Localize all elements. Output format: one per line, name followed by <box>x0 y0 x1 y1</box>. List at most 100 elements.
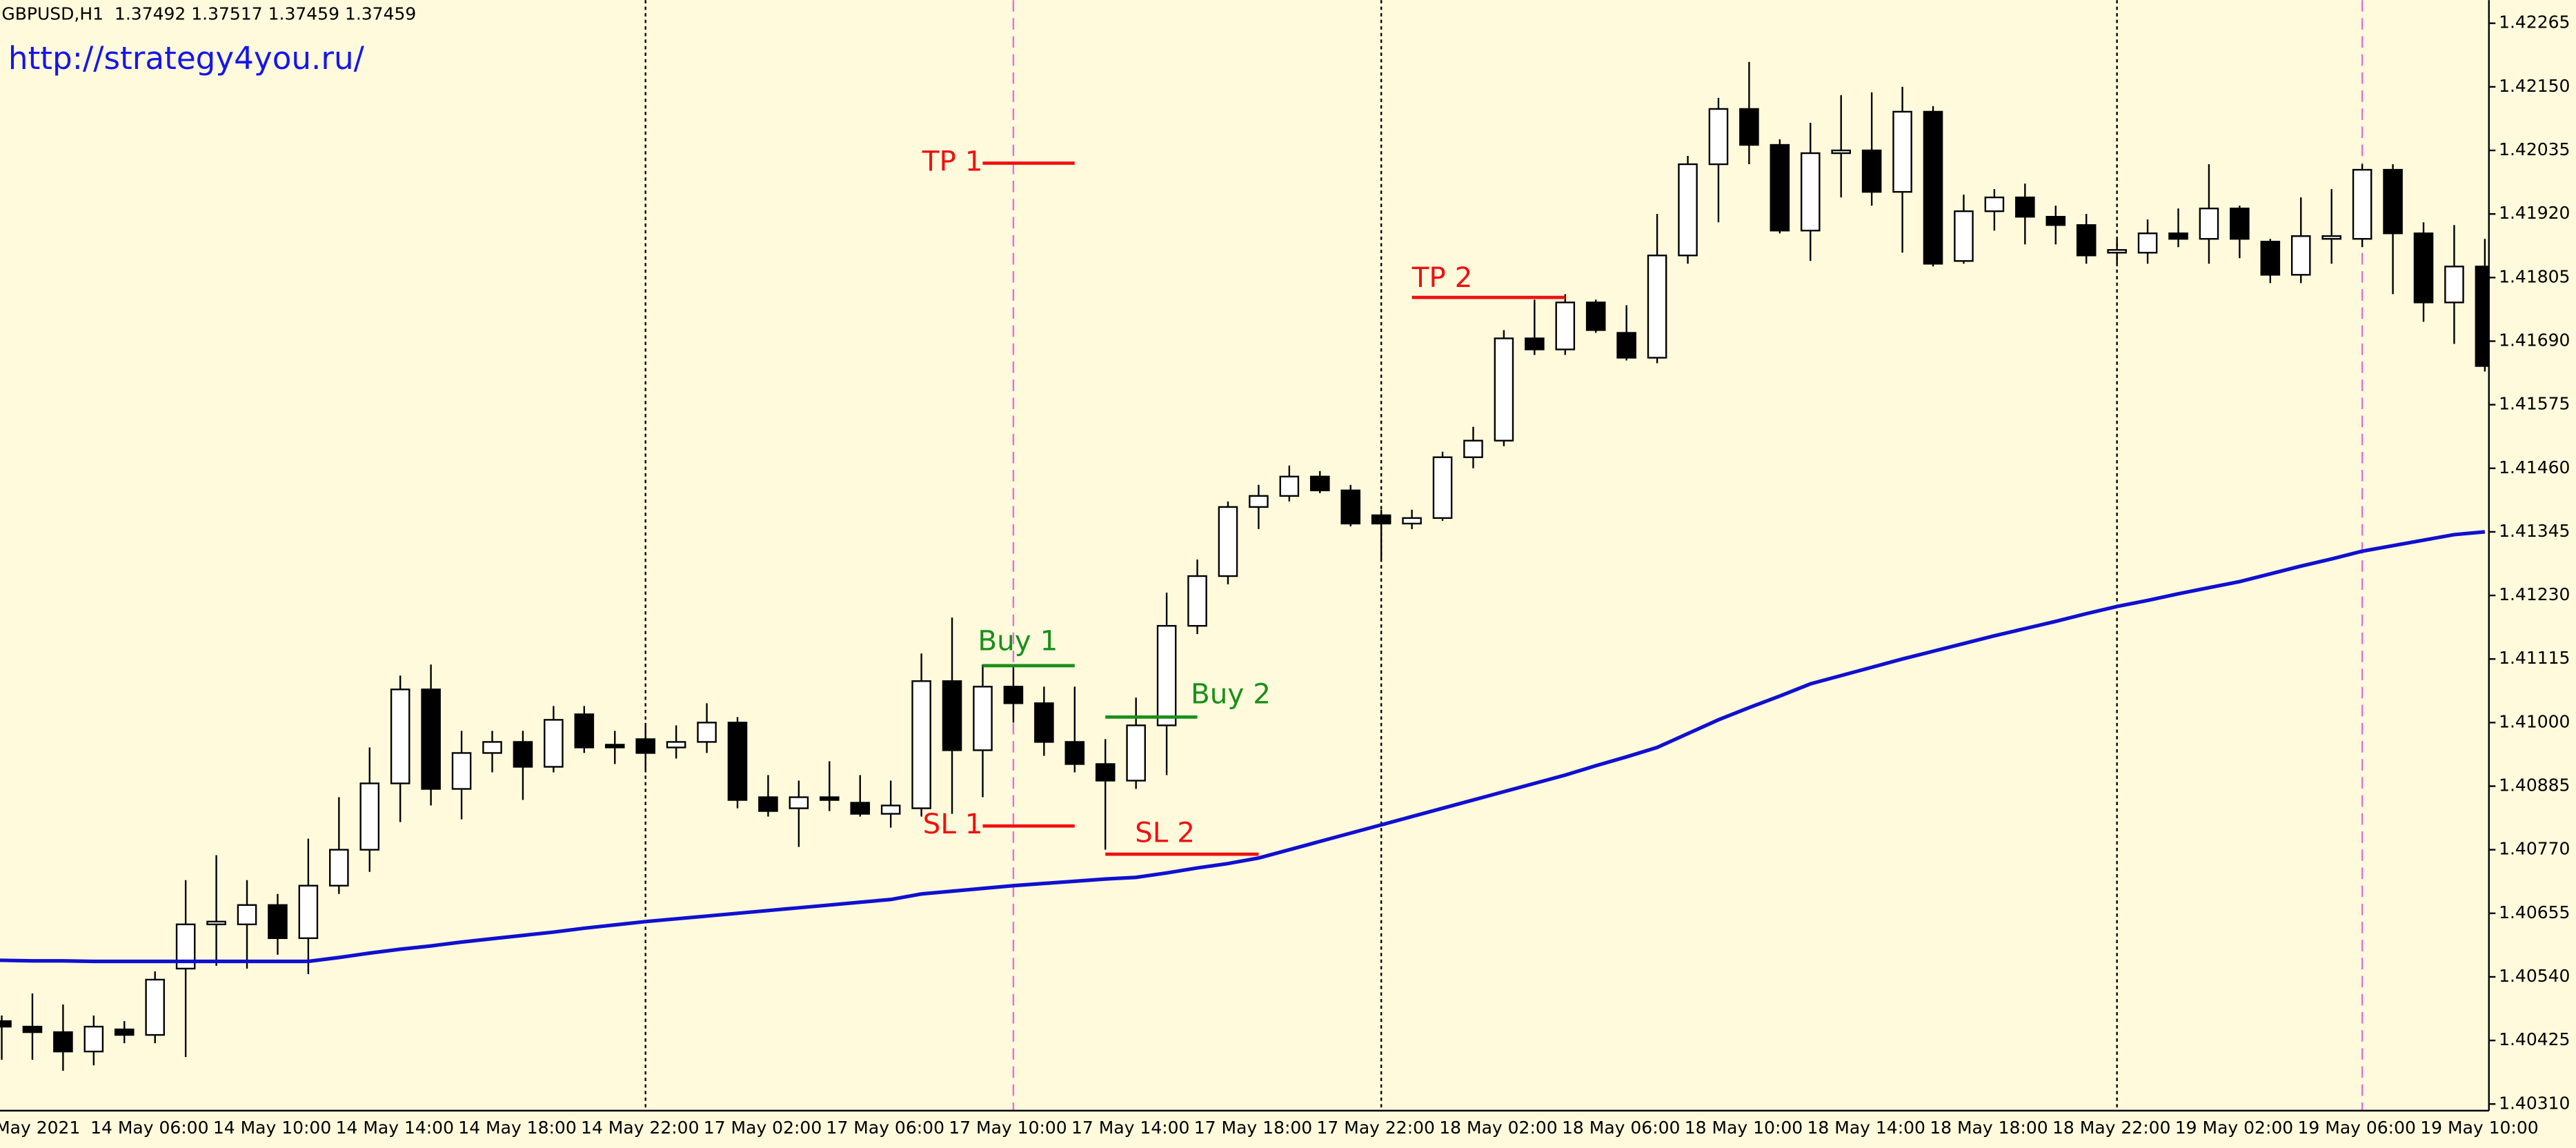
y-tick-label: 1.40770 <box>2499 839 2570 859</box>
candle-body <box>1095 763 1116 782</box>
candle-body <box>666 741 686 749</box>
candle-body <box>1310 475 1330 492</box>
y-tick-label: 1.42150 <box>2499 76 2570 96</box>
x-tick-label: 14 May 10:00 <box>213 1118 331 1138</box>
candle-body <box>1064 741 1085 765</box>
chart-header: GBPUSD,H1 1.37492 1.37517 1.37459 1.3745… <box>1 3 416 23</box>
candle-body <box>2290 235 2311 276</box>
y-tick-label: 1.40425 <box>2499 1029 2570 1049</box>
candle-body <box>880 804 901 815</box>
candle-body <box>635 738 655 754</box>
candle-body <box>114 1028 135 1036</box>
x-tick-label: 19 May 02:00 <box>2175 1118 2293 1138</box>
candle-body <box>1218 506 1238 577</box>
candle-body <box>1126 724 1146 782</box>
candle-body <box>1003 686 1024 704</box>
level-label: TP 2 <box>1411 261 1473 294</box>
x-tick-label: 18 May 22:00 <box>2052 1118 2170 1138</box>
candle-body <box>1923 110 1943 265</box>
candle-body <box>697 722 717 743</box>
level-label: SL 1 <box>923 807 983 840</box>
candle-body <box>1279 475 1300 497</box>
candle-body <box>390 689 410 784</box>
candle-body <box>298 884 319 940</box>
candle-body <box>850 802 871 815</box>
site-link[interactable]: http://strategy4you.ru/ <box>8 40 365 77</box>
x-tick-label: 14 May 14:00 <box>336 1118 454 1138</box>
candle-body <box>820 796 840 801</box>
candle-body <box>2199 207 2219 240</box>
candle-body <box>1463 439 1483 458</box>
level-label: Buy 2 <box>1191 677 1271 710</box>
y-tick-label: 1.41920 <box>2499 203 2570 223</box>
plot-area <box>0 0 2489 1111</box>
candle-body <box>973 686 993 751</box>
candle-body <box>329 849 349 887</box>
candle-body <box>1708 108 1729 166</box>
candle-body <box>1034 702 1054 743</box>
x-tick-label: 14 May 06:00 <box>90 1118 208 1138</box>
x-tick-label: 14 May 18:00 <box>458 1118 576 1138</box>
y-tick-label: 1.41805 <box>2499 266 2570 286</box>
x-tick-label: 18 May 14:00 <box>1807 1118 1925 1138</box>
candle-body <box>1585 301 1606 331</box>
candle-body <box>237 904 257 926</box>
candle-body <box>604 744 625 749</box>
candle-body <box>2260 241 2281 276</box>
y-tick-label: 1.41460 <box>2499 457 2570 477</box>
candle-body <box>1770 144 1790 232</box>
candle-body <box>1156 624 1177 726</box>
y-tick-label: 1.41575 <box>2499 394 2570 414</box>
candle-body <box>0 1020 12 1028</box>
level-label: Buy 1 <box>978 624 1058 657</box>
candle-body <box>789 796 809 809</box>
candle-body <box>2107 249 2127 254</box>
candle-body <box>2045 215 2066 226</box>
candle-body <box>1892 110 1912 193</box>
x-tick-label: 19 May 06:00 <box>2297 1118 2415 1138</box>
candle-body <box>2076 224 2097 257</box>
x-tick-label: 14 May 22:00 <box>581 1118 699 1138</box>
candle-body <box>544 719 564 768</box>
candle-body <box>1187 575 1207 627</box>
candle-body <box>727 722 748 801</box>
y-tick-label: 1.41690 <box>2499 330 2570 350</box>
x-tick-label: 19 May 10:00 <box>2420 1118 2538 1138</box>
level-label: TP 1 <box>922 144 983 177</box>
x-tick-label: 17 May 14:00 <box>1071 1118 1189 1138</box>
x-tick-label: 17 May 10:00 <box>949 1118 1067 1138</box>
candle-body <box>1647 255 1667 359</box>
moving-average <box>0 530 2486 964</box>
candle-body <box>83 1025 104 1053</box>
candle-body <box>2168 232 2188 240</box>
y-tick-label: 1.41230 <box>2499 584 2570 604</box>
candle-body <box>1249 495 1269 508</box>
candle-body <box>574 713 595 749</box>
candle-body <box>1831 149 1852 155</box>
y-tick-label: 1.42035 <box>2499 139 2570 159</box>
candle-body <box>2383 168 2403 235</box>
candle-body <box>2352 168 2372 240</box>
candle-body <box>22 1025 43 1033</box>
candle-body <box>513 741 533 768</box>
y-tick-label: 1.40885 <box>2499 775 2570 795</box>
candle-body <box>53 1031 73 1053</box>
x-tick-label: 17 May 22:00 <box>1317 1118 1435 1138</box>
candle-body <box>2413 232 2434 304</box>
y-tick-label: 1.42265 <box>2499 12 2570 32</box>
candle-body <box>1402 517 1422 525</box>
candle-body <box>451 752 472 790</box>
x-tick-label: 18 May 18:00 <box>1930 1118 2048 1138</box>
candle-body <box>268 904 288 940</box>
candle-body <box>2444 266 2464 304</box>
x-tick-label: 18 May 06:00 <box>1562 1118 1680 1138</box>
candle-body <box>359 782 380 851</box>
candle-body <box>1800 152 1821 232</box>
candle-body <box>206 920 226 926</box>
candle-body <box>1861 149 1882 193</box>
x-tick-label: 18 May 02:00 <box>1439 1118 1557 1138</box>
candle-body <box>482 741 502 754</box>
candle-body <box>2475 266 2489 367</box>
